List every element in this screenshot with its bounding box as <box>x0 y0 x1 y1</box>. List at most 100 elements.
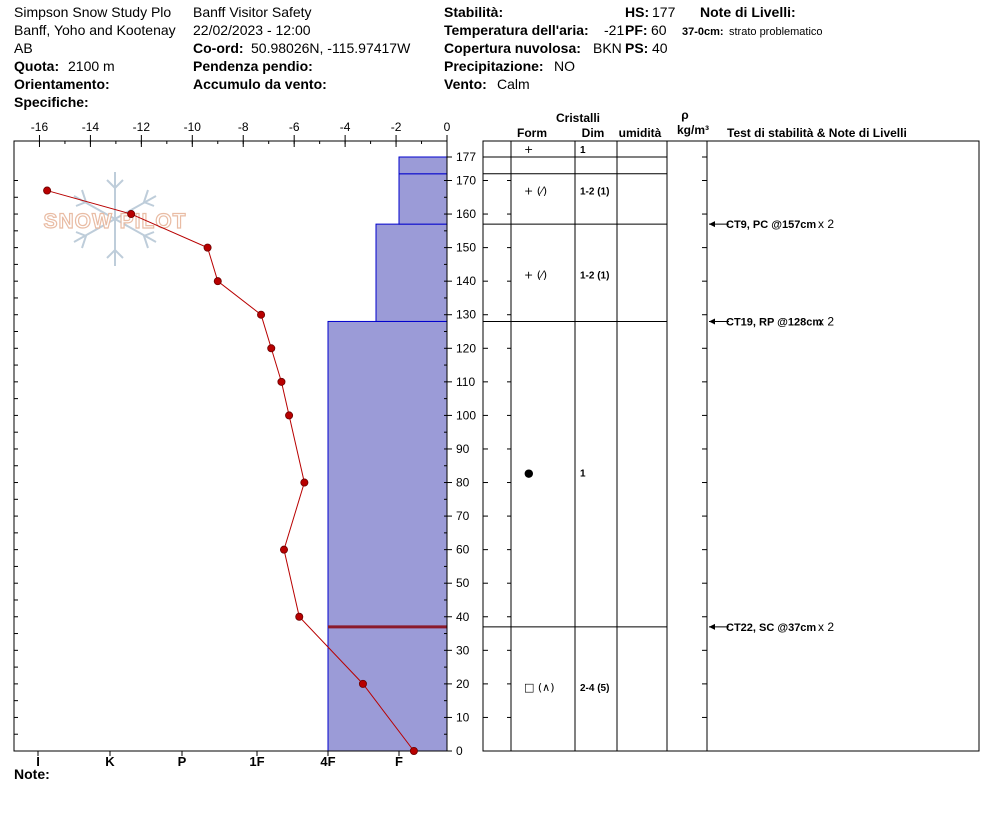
ps-label: PS: <box>625 40 649 56</box>
hardness-tick-label: I <box>36 754 40 769</box>
density-unit-header: kg/m³ <box>677 123 709 137</box>
height-tick-label: 70 <box>456 509 470 523</box>
crystal-size-label: 1 <box>580 468 586 479</box>
height-tick-label: 60 <box>456 543 470 557</box>
temp-tick-label: -8 <box>238 120 249 134</box>
slope-label: Pendenza pendio: <box>193 58 313 74</box>
hs-value: 177 <box>652 4 676 20</box>
height-tick-label: 120 <box>456 341 476 355</box>
stability-label: Stabilità: <box>444 4 504 20</box>
pf-value: 60 <box>651 22 667 38</box>
hs-label: HS: <box>625 4 650 20</box>
height-tick-label: 177 <box>456 150 476 164</box>
temperature-point <box>203 243 212 252</box>
test-arrowhead <box>709 318 715 325</box>
rho-header: ρ <box>681 108 688 122</box>
observation-datetime: 22/02/2023 - 12:00 <box>193 22 311 38</box>
height-tick-label: 140 <box>456 274 476 288</box>
temp-tick-label: 0 <box>444 120 451 134</box>
air-temp-value: -21 <box>604 22 625 38</box>
coord-value: 50.98026N, -115.97417W <box>251 40 411 56</box>
hardness-tick-label: 1F <box>249 754 264 769</box>
precip-label: Precipitazione: <box>444 58 544 74</box>
height-tick-label: 90 <box>456 442 470 456</box>
province: AB <box>14 40 33 56</box>
layer-note-code: 37-0cm: <box>682 26 724 38</box>
coord-label: Co-ord: <box>193 40 244 56</box>
cloud-value: BKN <box>593 40 622 56</box>
temperature-point <box>295 612 304 621</box>
specifics-label: Specifiche: <box>14 94 89 110</box>
layer-table-frame <box>482 140 980 752</box>
layer-note-text: strato problematico <box>729 26 823 38</box>
air-temp-label: Temperatura dell'aria: <box>444 22 589 38</box>
height-tick-label: 130 <box>456 308 476 322</box>
temp-tick-label: -4 <box>340 120 351 134</box>
test-multiplier: x 2 <box>818 620 834 634</box>
temperature-point <box>267 344 276 353</box>
test-label: CT22, SC @37cm <box>726 622 816 634</box>
hardness-tick-label: 4F <box>320 754 335 769</box>
height-tick-label: 50 <box>456 576 470 590</box>
crystal-form-symbol: ● <box>524 466 534 479</box>
hardness-bar <box>398 156 448 175</box>
pf-label: PF: <box>625 22 648 38</box>
temp-tick-label: -6 <box>289 120 300 134</box>
crystals-header: Cristalli <box>556 111 600 125</box>
temperature-point <box>358 679 367 688</box>
test-multiplier: x 2 <box>818 314 834 328</box>
height-tick-label: 20 <box>456 677 470 691</box>
height-tick-label: 0 <box>456 744 463 758</box>
temperature-point <box>277 377 286 386</box>
temp-tick-label: -12 <box>133 120 151 134</box>
test-arrowhead <box>709 221 715 228</box>
crystal-size-label: 2-4 (5) <box>580 683 609 694</box>
temperature-point <box>213 277 222 286</box>
temperature-point <box>257 310 266 319</box>
temp-tick-label: -14 <box>82 120 100 134</box>
crystal-size-label: 1-2 (1) <box>580 187 609 198</box>
temperature-point <box>300 478 309 487</box>
test-multiplier: x 2 <box>818 217 834 231</box>
temp-tick-label: -10 <box>184 120 202 134</box>
height-tick-label: 170 <box>456 173 476 187</box>
temperature-point <box>43 186 52 195</box>
layer-notes-label: Note di Livelli: <box>700 4 796 20</box>
crystal-size-label: 1 <box>580 145 586 156</box>
elevation-label: Quota: <box>14 58 60 74</box>
region-name: Banff, Yoho and Kootenay <box>14 22 176 38</box>
temperature-point <box>279 545 288 554</box>
operation-name: Banff Visitor Safety <box>193 4 312 20</box>
temp-tick-label: -2 <box>391 120 402 134</box>
hardness-tick-label: F <box>395 754 403 769</box>
size-header: Dim <box>582 126 605 140</box>
temperature-point <box>285 411 294 420</box>
hardness-tick-label: P <box>178 754 187 769</box>
tests-header: Test di stabilità & Note di Livelli <box>727 126 907 140</box>
crystal-size-label: 1-2 (1) <box>580 270 609 281</box>
ps-value: 40 <box>652 40 668 56</box>
height-tick-label: 150 <box>456 241 476 255</box>
height-tick-label: 30 <box>456 643 470 657</box>
temp-tick-label: -16 <box>31 120 49 134</box>
wind-load-label: Accumulo da vento: <box>193 76 327 92</box>
crystal-form-symbol: □ (∧) <box>524 681 555 694</box>
site-name: Simpson Snow Study Plo <box>14 4 172 20</box>
height-tick-label: 100 <box>456 408 476 422</box>
notes-label: Note: <box>14 766 50 782</box>
hardness-tick-label: K <box>105 754 115 769</box>
precip-value: NO <box>554 58 575 74</box>
aspect-label: Orientamento: <box>14 76 110 92</box>
hardness-bar <box>375 223 448 322</box>
cloud-label: Copertura nuvolosa: <box>444 40 581 56</box>
crystal-form-symbol: + (⁄) <box>524 268 547 281</box>
height-tick-label: 110 <box>456 375 475 389</box>
snowflake-icon <box>73 172 157 266</box>
temperature-point <box>127 210 136 219</box>
test-arrowhead <box>709 623 715 630</box>
elevation-value: 2100 m <box>68 58 115 74</box>
temperature-point <box>409 747 418 756</box>
height-tick-label: 40 <box>456 610 470 624</box>
crystal-form-symbol: + (⁄) <box>524 185 547 198</box>
